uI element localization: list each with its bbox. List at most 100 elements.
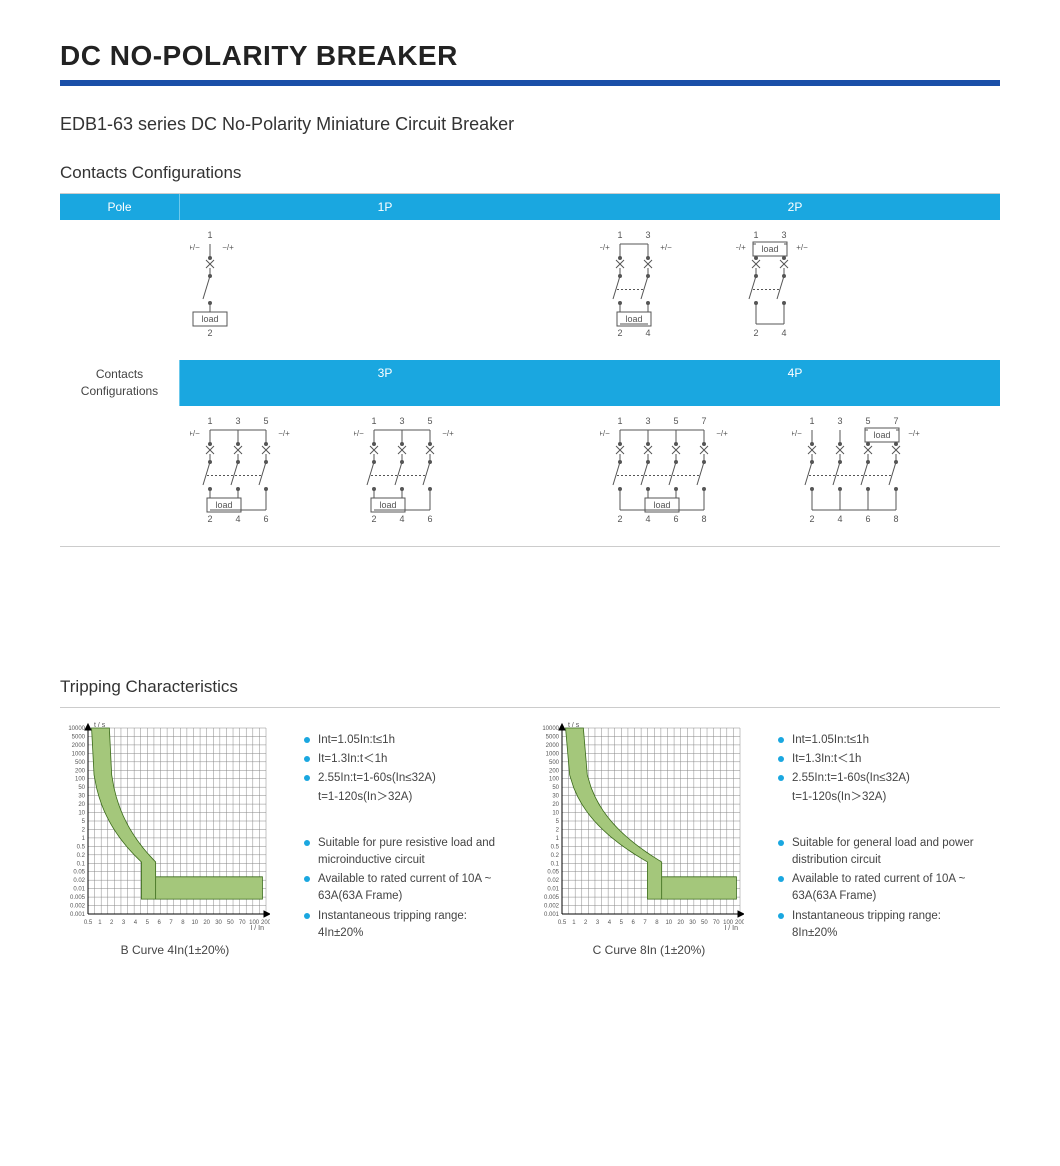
- header-2p: 2P: [590, 194, 1000, 220]
- svg-text:5: 5: [620, 920, 624, 926]
- subtitle: EDB1-63 series DC No-Polarity Miniature …: [60, 114, 1000, 135]
- svg-text:7: 7: [643, 920, 647, 926]
- note-item: Suitable for general load and power dist…: [778, 835, 978, 870]
- svg-text:load: load: [215, 500, 232, 510]
- header-1p: 1P: [180, 194, 590, 220]
- svg-text:5000: 5000: [546, 734, 560, 740]
- svg-text:0.005: 0.005: [70, 895, 86, 901]
- svg-text:4: 4: [134, 920, 138, 926]
- svg-text:2: 2: [371, 514, 376, 524]
- svg-text:10000: 10000: [68, 726, 85, 732]
- svg-text:10: 10: [78, 810, 85, 816]
- svg-text:0.05: 0.05: [73, 869, 85, 875]
- svg-text:6: 6: [865, 514, 870, 524]
- note-item: It=1.3In:t＜1h: [778, 751, 978, 768]
- svg-text:+/−: +/−: [190, 429, 200, 438]
- note-item: 2.55In:t=1-60s(In≤32A): [304, 770, 504, 787]
- chart-block: 10000500020001000500200100503020105210.5…: [534, 722, 978, 971]
- svg-text:8: 8: [655, 920, 659, 926]
- circuit-3p-b: 135246+/−−/+load: [354, 414, 488, 529]
- svg-text:load: load: [761, 244, 778, 254]
- note-item: Available to rated current of 10A ~ 63A(…: [304, 871, 504, 906]
- svg-text:5000: 5000: [72, 734, 86, 740]
- circuit-2p-b: 1324−/++/−load: [736, 228, 842, 343]
- svg-text:10: 10: [665, 920, 672, 926]
- header-3p: 3P: [180, 360, 590, 406]
- svg-text:500: 500: [549, 759, 560, 765]
- svg-text:0.01: 0.01: [547, 886, 559, 892]
- svg-text:100: 100: [549, 776, 560, 782]
- svg-text:3: 3: [122, 920, 126, 926]
- note-item: Suitable for pure resistive load and mic…: [304, 835, 504, 870]
- svg-text:−/+: −/+: [908, 429, 920, 438]
- svg-text:20: 20: [552, 802, 559, 808]
- svg-text:1: 1: [98, 920, 102, 926]
- svg-text:3: 3: [596, 920, 600, 926]
- svg-text:50: 50: [701, 920, 708, 926]
- tripping-title: Tripping Characteristics: [60, 677, 1000, 697]
- svg-text:8: 8: [701, 514, 706, 524]
- svg-text:10: 10: [552, 810, 559, 816]
- svg-text:1: 1: [753, 230, 758, 240]
- chart-block: 10000500020001000500200100503020105210.5…: [60, 722, 504, 971]
- svg-text:1: 1: [617, 416, 622, 426]
- svg-text:4: 4: [837, 514, 842, 524]
- svg-text:−/+: −/+: [278, 429, 290, 438]
- svg-text:3: 3: [645, 230, 650, 240]
- svg-text:200: 200: [549, 768, 560, 774]
- svg-text:10000: 10000: [542, 726, 559, 732]
- svg-text:+/−: +/−: [796, 243, 808, 252]
- svg-text:3: 3: [399, 416, 404, 426]
- svg-text:1: 1: [371, 416, 376, 426]
- contacts-section-title: Contacts Configurations: [60, 163, 1000, 183]
- row-label-2: Configurations: [81, 383, 158, 400]
- svg-text:20: 20: [78, 802, 85, 808]
- circuit-4p-b: 13572468+/−−/+load: [792, 414, 954, 529]
- svg-text:2: 2: [82, 827, 86, 833]
- svg-text:200: 200: [75, 768, 86, 774]
- svg-text:5: 5: [673, 416, 678, 426]
- svg-text:6: 6: [427, 514, 432, 524]
- note-item: Available to rated current of 10A ~ 63A(…: [778, 871, 978, 906]
- row-label: [60, 220, 180, 360]
- svg-text:−/+: −/+: [222, 243, 234, 252]
- cell-3p: 135246+/−−/+load 135246+/−−/+load: [180, 406, 590, 546]
- svg-text:−/+: −/+: [716, 429, 728, 438]
- title-rule: [60, 80, 1000, 86]
- chart-caption: B Curve 4In(1±20%): [60, 943, 290, 957]
- svg-text:50: 50: [552, 785, 559, 791]
- header-pole: Pole: [60, 194, 180, 220]
- svg-text:7: 7: [701, 416, 706, 426]
- svg-text:8: 8: [181, 920, 185, 926]
- trip-curve-chart: 10000500020001000500200100503020105210.5…: [60, 722, 290, 971]
- svg-text:2: 2: [753, 328, 758, 338]
- svg-text:−/+: −/+: [442, 429, 454, 438]
- svg-text:1: 1: [82, 836, 86, 842]
- svg-text:0.05: 0.05: [547, 869, 559, 875]
- trip-curve-chart: 10000500020001000500200100503020105210.5…: [534, 722, 764, 971]
- note-item: t=1-120s(In＞32A): [778, 789, 978, 806]
- svg-text:5: 5: [556, 819, 560, 825]
- header-4p: 4P: [590, 360, 1000, 406]
- svg-text:load: load: [201, 314, 218, 324]
- svg-text:7: 7: [169, 920, 173, 926]
- page-title: DC NO-POLARITY BREAKER: [60, 40, 1000, 72]
- svg-text:2: 2: [207, 514, 212, 524]
- svg-text:0.02: 0.02: [73, 878, 85, 884]
- svg-text:30: 30: [215, 920, 222, 926]
- svg-text:load: load: [873, 430, 890, 440]
- svg-text:500: 500: [75, 759, 86, 765]
- svg-text:5: 5: [865, 416, 870, 426]
- contacts-table: Pole 1P 2P 1 2 +/− −/+ load 1 3 2 4 −/+ +/− load 1…: [60, 193, 1000, 547]
- svg-text:70: 70: [239, 920, 246, 926]
- svg-text:3: 3: [235, 416, 240, 426]
- svg-text:0.005: 0.005: [544, 895, 560, 901]
- svg-text:2000: 2000: [72, 743, 86, 749]
- svg-text:3: 3: [645, 416, 650, 426]
- row-label-cell: Contacts Configurations: [60, 360, 180, 406]
- svg-text:+/−: +/−: [600, 429, 610, 438]
- svg-text:2: 2: [207, 328, 212, 338]
- svg-text:4: 4: [781, 328, 786, 338]
- svg-text:I / In: I / In: [724, 925, 738, 932]
- svg-text:3: 3: [837, 416, 842, 426]
